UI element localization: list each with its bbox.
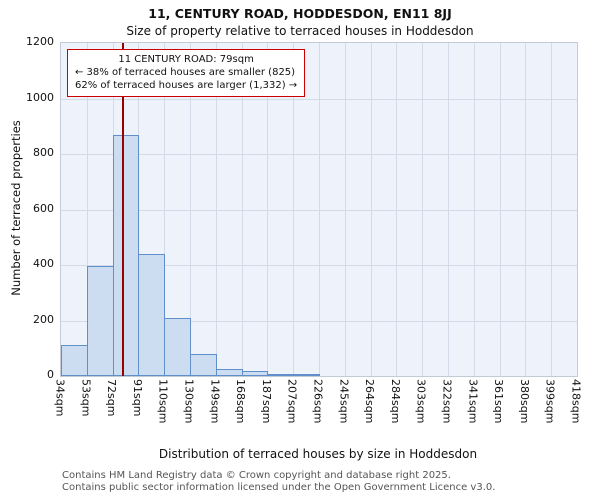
histogram-bar <box>293 374 320 376</box>
x-tick-label: 303sqm <box>414 379 428 424</box>
v-gridline <box>241 43 243 376</box>
y-tick-label: 1000 <box>26 90 54 104</box>
x-tick-label: 341sqm <box>466 379 480 424</box>
v-gridline <box>551 43 553 376</box>
x-tick-label: 245sqm <box>337 379 351 424</box>
x-tick-label: 72sqm <box>105 379 119 417</box>
x-tick-label: 418sqm <box>569 379 583 424</box>
v-gridline <box>370 43 372 376</box>
footer-line-2: Contains public sector information licen… <box>62 482 496 494</box>
histogram-bar <box>61 345 88 376</box>
annotation-property-line: 11 CENTURY ROAD: 79sqm <box>118 54 254 65</box>
x-tick-label: 110sqm <box>156 379 170 424</box>
v-gridline <box>267 43 269 376</box>
chart-subtitle: Size of property relative to terraced ho… <box>126 24 474 38</box>
x-tick-label: 207sqm <box>285 379 299 424</box>
v-gridline <box>344 43 346 376</box>
v-gridline <box>319 43 320 376</box>
y-tick-label: 800 <box>33 146 54 159</box>
histogram-bar <box>164 317 191 376</box>
v-gridline <box>190 43 191 376</box>
x-tick-label: 361sqm <box>492 379 506 424</box>
histogram-bar <box>241 371 269 376</box>
chart-title: 11, CENTURY ROAD, HODDESDON, EN11 8JJ <box>148 6 452 21</box>
x-tick-label: 91sqm <box>130 379 144 417</box>
histogram-bar <box>267 373 295 376</box>
y-tick-label: 400 <box>33 257 54 270</box>
v-gridline <box>473 43 475 376</box>
v-gridline <box>293 43 295 376</box>
y-tick-label: 1200 <box>26 35 54 48</box>
v-gridline <box>86 43 88 376</box>
x-tick-label: 264sqm <box>363 379 377 424</box>
v-gridline <box>448 43 449 376</box>
y-tick-label: 0 <box>47 368 54 381</box>
histogram-bar <box>112 134 140 376</box>
v-gridline <box>525 43 527 376</box>
x-tick-label: 130sqm <box>182 379 196 424</box>
x-tick-label: 168sqm <box>234 379 248 424</box>
histogram-bar <box>215 369 243 376</box>
x-tick-label: 149sqm <box>208 379 222 424</box>
v-gridline <box>396 43 398 376</box>
attribution-footer: Contains HM Land Registry data © Crown c… <box>62 470 495 494</box>
histogram-bar <box>86 266 114 376</box>
annotation-smaller-line: ← 38% of terraced houses are smaller (82… <box>75 67 296 78</box>
property-size-marker-line <box>122 43 124 376</box>
x-tick-label: 380sqm <box>517 379 531 424</box>
x-tick-label: 187sqm <box>259 379 273 424</box>
x-tick-label: 34sqm <box>53 379 67 417</box>
x-tick-label: 53sqm <box>79 379 93 417</box>
v-gridline <box>422 43 424 376</box>
v-gridline <box>164 43 166 376</box>
histogram-bar <box>138 253 166 376</box>
x-axis-label: Distribution of terraced houses by size … <box>158 447 478 461</box>
annotation-larger-line: 62% of terraced houses are larger (1,332… <box>75 80 298 91</box>
plot-area: 11 CENTURY ROAD: 79sqm ← 38% of terraced… <box>60 42 578 377</box>
annotation-box: 11 CENTURY ROAD: 79sqm ← 38% of terraced… <box>67 49 306 97</box>
histogram-bar <box>190 353 217 376</box>
footer-line-1: Contains HM Land Registry data © Crown c… <box>62 470 451 481</box>
v-gridline <box>499 43 501 376</box>
x-tick-label: 399sqm <box>543 379 557 424</box>
x-tick-label: 226sqm <box>311 379 325 424</box>
x-tick-label: 322sqm <box>440 379 454 424</box>
x-tick-label: 284sqm <box>388 379 402 424</box>
y-tick-label: 200 <box>33 312 54 326</box>
v-gridline <box>215 43 217 376</box>
y-tick-label: 600 <box>33 201 54 215</box>
